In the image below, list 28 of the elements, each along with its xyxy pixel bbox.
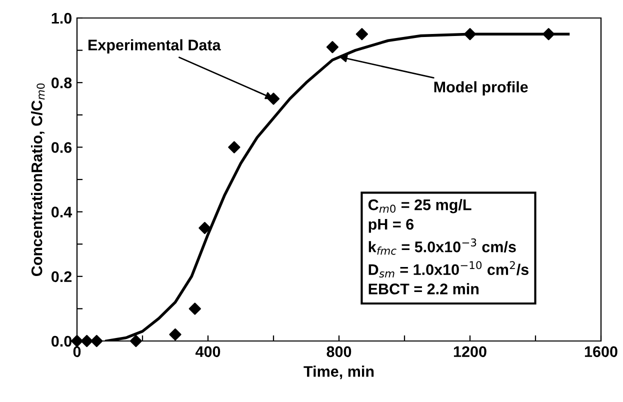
point bbox=[169, 328, 182, 341]
point bbox=[356, 28, 368, 40]
x-tick-label: 0 bbox=[73, 346, 81, 358]
y-tick-label: 0.8 bbox=[52, 77, 72, 88]
point bbox=[326, 40, 339, 54]
y-tick-label: 0.0 bbox=[52, 336, 72, 347]
point bbox=[198, 222, 211, 234]
point bbox=[542, 28, 555, 40]
point bbox=[464, 28, 476, 40]
x-tick-label: 1200 bbox=[454, 346, 486, 358]
annotation: Experimental Data bbox=[88, 39, 221, 54]
x-tick-label: 1600 bbox=[584, 346, 618, 358]
point bbox=[130, 334, 142, 348]
annotation: Model profile bbox=[434, 81, 528, 96]
x-tick-label: 400 bbox=[195, 346, 220, 358]
point bbox=[267, 92, 280, 105]
y-axis-title: ConcentrationRatio, C/C$_{m0}$ bbox=[31, 83, 45, 276]
point bbox=[90, 334, 103, 348]
point bbox=[80, 334, 93, 348]
y-tick-label: 0.2 bbox=[52, 271, 72, 282]
y-tick-label: 0.4 bbox=[52, 206, 72, 218]
y-tick-label: 0.6 bbox=[52, 142, 72, 153]
x-axis-title: Time, min bbox=[304, 366, 374, 380]
point bbox=[188, 302, 201, 315]
x-tick-label: 800 bbox=[326, 346, 352, 358]
y-tick-label: 1.0 bbox=[52, 12, 72, 24]
point bbox=[228, 141, 240, 154]
text: C$_{m0}$ = 25 mg/L pH = 6 k$_{fmc}$ = 5.0x10$^{−3}$ cm/s D$_{sm}$ = 1.0x10$^{−10}$ cm$^{2}$/s EBCT = 2.2 min bbox=[368, 198, 528, 294]
